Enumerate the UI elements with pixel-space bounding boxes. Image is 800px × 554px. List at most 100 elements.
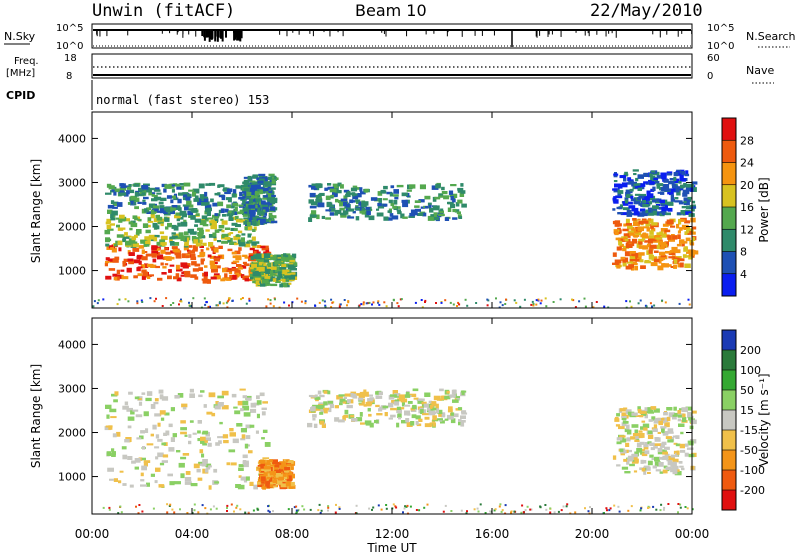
heatmap-cell — [631, 453, 638, 458]
freq-panel-frame — [91, 53, 693, 79]
heatmap-cell — [639, 410, 645, 414]
heatmap-cell — [566, 503, 569, 506]
heatmap-cell — [685, 170, 689, 176]
x-axis-label: Time UT — [366, 541, 417, 554]
heatmap-cell — [659, 443, 665, 448]
heatmap-cell — [301, 505, 304, 508]
heatmap-cell — [360, 422, 365, 425]
heatmap-cell — [464, 298, 467, 301]
colorbar-segment — [722, 251, 736, 274]
heatmap-cell — [281, 282, 288, 288]
heatmap-cell — [267, 505, 270, 508]
heatmap-cell — [265, 264, 269, 269]
heatmap-cell — [343, 189, 350, 193]
heatmap-cell — [450, 418, 456, 424]
heatmap-cell — [691, 237, 696, 241]
heatmap-cell — [634, 458, 639, 463]
heatmap-cell — [439, 388, 444, 392]
heatmap-cell — [249, 215, 255, 220]
heatmap-cell — [343, 299, 346, 301]
heatmap-cell — [383, 185, 388, 190]
heatmap-cell — [405, 418, 410, 423]
heatmap-cell — [626, 461, 630, 465]
heatmap-cell — [672, 235, 678, 240]
heatmap-cell — [332, 183, 339, 189]
heatmap-cell — [664, 229, 671, 233]
heatmap-cell — [261, 481, 265, 484]
heatmap-cell — [460, 183, 464, 187]
heatmap-cell — [668, 256, 676, 259]
heatmap-cell — [618, 240, 623, 246]
heatmap-cell — [162, 242, 166, 247]
heatmap-cell — [637, 409, 642, 414]
heatmap-cell — [362, 201, 369, 206]
heatmap-cell — [187, 249, 191, 252]
heatmap-cell — [662, 184, 670, 189]
heatmap-cell — [308, 217, 313, 222]
heatmap-cell — [182, 235, 187, 238]
heatmap-cell — [352, 185, 358, 188]
heatmap-cell — [191, 261, 197, 266]
heatmap-cell — [239, 388, 246, 391]
heatmap-cell — [363, 389, 367, 394]
nsearch-tick-high: 10^5 — [707, 23, 734, 34]
heatmap-cell — [376, 413, 383, 416]
heatmap-cell — [673, 406, 677, 411]
heatmap-cell — [625, 243, 633, 248]
heatmap-cell — [274, 274, 279, 277]
heatmap-cell — [691, 226, 697, 230]
heatmap-cell — [246, 192, 252, 196]
heatmap-cell — [304, 300, 307, 303]
heatmap-cell — [246, 397, 252, 401]
heatmap-cell — [690, 208, 695, 212]
heatmap-cell — [92, 305, 95, 308]
heatmap-cell — [378, 303, 381, 306]
heatmap-cell — [221, 229, 225, 233]
heatmap-cell — [249, 247, 255, 251]
heatmap-cell — [377, 301, 379, 304]
heatmap-cell — [632, 218, 637, 221]
velocity-y-axis-label: Slant Range [km] — [29, 364, 43, 468]
heatmap-cell — [261, 466, 266, 471]
heatmap-cell — [331, 301, 334, 304]
heatmap-cell — [545, 305, 548, 308]
heatmap-cell — [143, 411, 149, 417]
heatmap-cell — [260, 218, 266, 224]
heatmap-cell — [314, 396, 321, 400]
heatmap-cell — [163, 210, 168, 214]
heatmap-cell — [666, 264, 672, 267]
heatmap-cell — [649, 442, 655, 446]
heatmap-cell — [201, 504, 204, 507]
heatmap-cell — [441, 191, 448, 195]
heatmap-cell — [449, 394, 456, 398]
heatmap-cell — [231, 222, 238, 226]
nave-tick-high: 60 — [707, 53, 720, 64]
heatmap-cell — [204, 507, 207, 510]
heatmap-cell — [183, 245, 189, 251]
heatmap-cell — [686, 205, 692, 209]
heatmap-cell — [325, 217, 331, 220]
heatmap-cell — [413, 397, 419, 400]
heatmap-cell — [210, 264, 218, 269]
heatmap-cell — [267, 199, 271, 205]
heatmap-cell — [192, 245, 198, 250]
power-colorbar-label: Power [dB] — [757, 177, 771, 242]
heatmap-cell — [383, 301, 386, 304]
heatmap-cell — [251, 258, 256, 262]
heatmap-cell — [262, 401, 268, 404]
heatmap-cell — [364, 420, 372, 425]
heatmap-cell — [653, 424, 658, 429]
heatmap-cell — [239, 191, 243, 197]
heatmap-cell — [620, 256, 626, 262]
heatmap-cell — [238, 475, 242, 478]
heatmap-cell — [257, 210, 265, 213]
heatmap-cell — [673, 172, 679, 177]
heatmap-cell — [687, 230, 692, 235]
heatmap-cell — [440, 208, 444, 212]
heatmap-cell — [654, 417, 661, 421]
heatmap-cell — [199, 245, 204, 248]
heatmap-cell — [189, 420, 194, 423]
heatmap-cell — [244, 220, 251, 223]
heatmap-cell — [115, 276, 120, 281]
